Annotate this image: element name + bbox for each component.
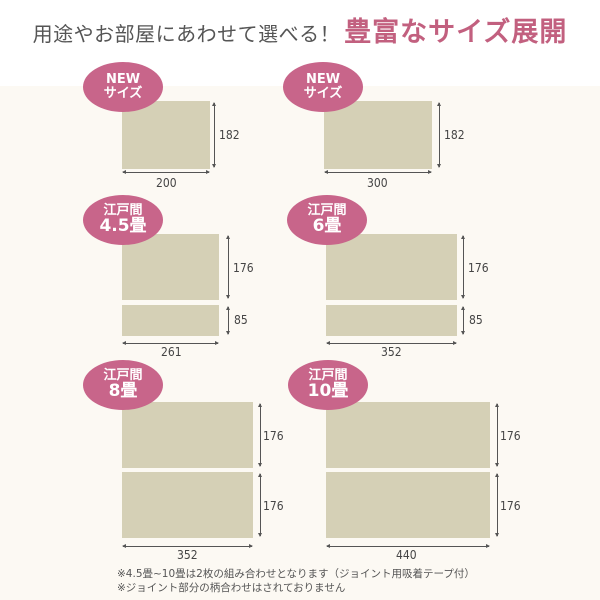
height-dimension-line (461, 235, 465, 299)
mat-panel-top (326, 402, 490, 468)
width-dimension-line (122, 544, 253, 548)
height-dimension-line (495, 403, 499, 467)
mat-panel-bottom (326, 472, 490, 538)
badge-line1: NEW (105, 72, 141, 88)
mat-panel-large (122, 234, 219, 300)
height-label: 176 (500, 499, 521, 513)
width-dimension-line (326, 341, 457, 345)
badge-line1: 江戸間 (307, 203, 347, 219)
headline-lead: 用途やお部屋にあわせて選べる！ (32, 22, 341, 46)
height-label: 85 (234, 313, 248, 327)
mat-panel-small (326, 305, 457, 336)
mat-panel-bottom (122, 472, 253, 538)
width-label: 261 (161, 345, 182, 359)
height-label: 176 (500, 429, 521, 443)
mat-panel-top (122, 402, 253, 468)
footnote-combination: ※4.5畳~10畳は2枚の組み合わせとなります（ジョイント用吸着テープ付） (117, 568, 475, 580)
height-dimension-line (495, 473, 499, 537)
badge-line2: 4.5畳 (99, 215, 147, 236)
mat-panel (122, 101, 210, 169)
height-dimension-line (437, 102, 441, 168)
headline: 用途やお部屋にあわせて選べる！ 豊富なサイズ展開 (0, 10, 600, 54)
size-badge: 江戸間 6畳 (287, 195, 367, 245)
badge-line2: 10畳 (307, 380, 349, 401)
badge-line2: サイズ (103, 86, 143, 101)
height-dimension-line (258, 403, 262, 467)
footnote-pattern: ※ジョイント部分の柄合わせはされておりません (117, 582, 346, 594)
badge-line2: 6畳 (312, 215, 342, 236)
size-badge: 江戸間 10畳 (288, 360, 368, 410)
width-dimension-line (122, 341, 219, 345)
width-label: 200 (156, 176, 177, 190)
mat-panel (324, 101, 432, 169)
height-label: 176 (233, 261, 254, 275)
headline-accent: 豊富なサイズ展開 (344, 17, 568, 48)
badge-line1: 江戸間 (103, 368, 143, 384)
height-label: 176 (263, 429, 284, 443)
width-label: 440 (396, 548, 417, 562)
width-dimension-line (326, 544, 490, 548)
width-label: 300 (367, 176, 388, 190)
height-label: 182 (219, 128, 240, 142)
height-label: 176 (468, 261, 489, 275)
size-badge: 江戸間 8畳 (83, 360, 163, 410)
width-dimension-line (122, 170, 210, 174)
badge-line1: 江戸間 (103, 203, 143, 219)
size-badge: 江戸間 4.5畳 (83, 195, 163, 245)
badge-line1: 江戸間 (308, 368, 348, 384)
badge-line1: NEW (305, 72, 341, 88)
height-dimension-line (212, 102, 216, 168)
width-label: 352 (381, 345, 402, 359)
height-dimension-line (226, 235, 230, 299)
badge-line2: サイズ (303, 86, 343, 101)
height-dimension-line (226, 306, 230, 335)
height-label: 176 (263, 499, 284, 513)
content-background (0, 86, 600, 600)
size-badge: NEW サイズ (283, 62, 363, 112)
height-label: 85 (469, 313, 483, 327)
height-dimension-line (461, 306, 465, 335)
mat-panel-small (122, 305, 219, 336)
badge-line2: 8畳 (108, 380, 138, 401)
height-dimension-line (258, 473, 262, 537)
mat-panel-large (326, 234, 457, 300)
width-dimension-line (324, 170, 432, 174)
height-label: 182 (444, 128, 465, 142)
width-label: 352 (177, 548, 198, 562)
size-badge: NEW サイズ (83, 62, 163, 112)
